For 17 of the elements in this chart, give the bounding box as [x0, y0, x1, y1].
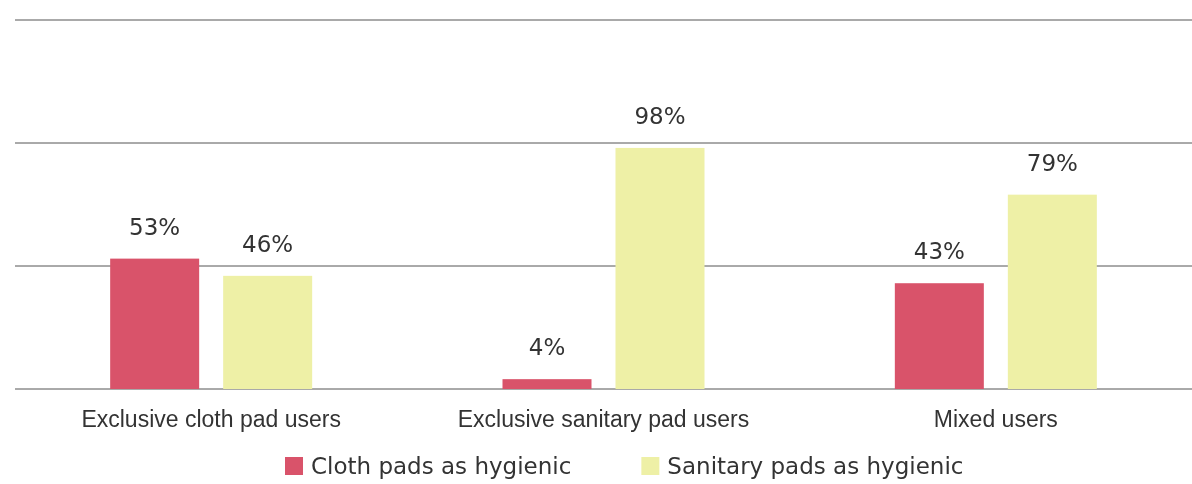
legend-label: Cloth pads as hygienic: [311, 453, 572, 479]
data-label: 79%: [1026, 149, 1078, 176]
bar: [894, 283, 984, 389]
bar: [502, 379, 592, 389]
data-label: 46%: [242, 230, 294, 257]
bar: [615, 147, 705, 389]
data-label: 43%: [913, 238, 965, 265]
bar: [110, 258, 200, 389]
x-tick-label: Exclusive sanitary pad users: [457, 406, 750, 433]
data-label: 53%: [129, 213, 181, 240]
x-tick-label: Mixed users: [933, 406, 1058, 433]
legend-label: Sanitary pads as hygienic: [667, 453, 964, 479]
data-label: 4%: [528, 334, 566, 361]
data-label: 98%: [634, 102, 686, 129]
bar: [223, 275, 313, 389]
x-tick-label: Exclusive cloth pad users: [81, 406, 341, 433]
bar: [1007, 194, 1097, 389]
